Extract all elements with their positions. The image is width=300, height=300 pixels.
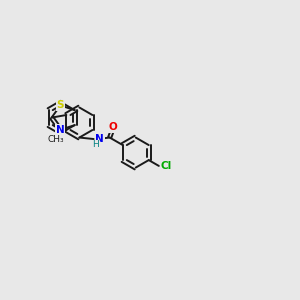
Text: CH₃: CH₃ xyxy=(47,135,64,144)
Text: O: O xyxy=(109,122,117,132)
Text: Cl: Cl xyxy=(160,161,172,171)
Text: H: H xyxy=(92,140,99,149)
Text: S: S xyxy=(57,100,64,110)
Text: N: N xyxy=(95,134,104,144)
Text: N: N xyxy=(56,125,65,135)
